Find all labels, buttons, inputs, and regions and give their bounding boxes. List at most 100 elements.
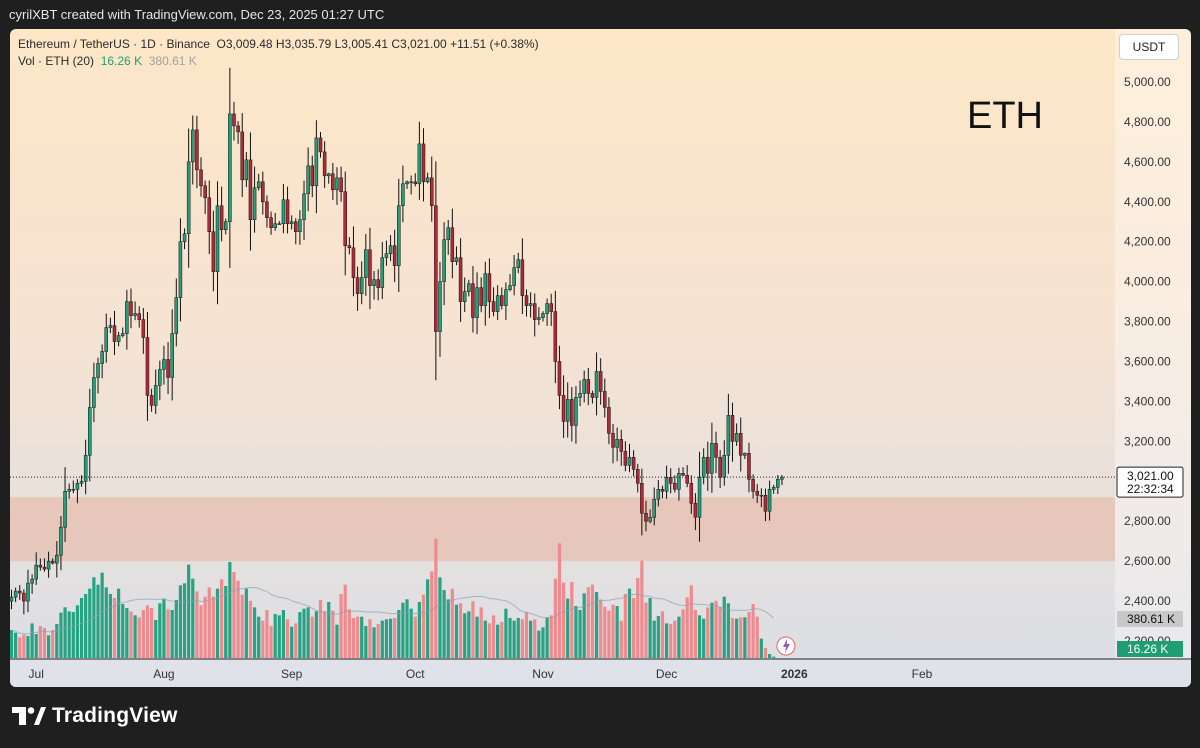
candle-body <box>355 277 360 294</box>
volume-bar <box>747 612 751 658</box>
volume-bar <box>475 616 479 658</box>
candle-body <box>252 187 257 221</box>
candle-body <box>79 481 84 484</box>
candle-body <box>743 453 747 456</box>
volume-bar <box>660 611 665 658</box>
chart-panel[interactable]: 2,200.002,400.002,600.002,800.003,000.00… <box>10 29 1191 687</box>
volume-bar <box>129 611 133 658</box>
candle-body <box>50 560 55 564</box>
candle-body <box>186 161 191 234</box>
candle-body <box>681 473 685 476</box>
volume-bar <box>67 611 71 658</box>
candle-body <box>590 393 595 398</box>
volume-bar <box>743 617 747 658</box>
tradingview-logo-text: TradingView <box>52 704 178 727</box>
volume-bar <box>516 618 520 658</box>
candle-body <box>133 313 137 316</box>
volume-bar <box>722 596 726 658</box>
volume-bar <box>454 604 459 658</box>
candle-body <box>512 267 516 286</box>
candle-body <box>673 483 677 490</box>
volume-bar <box>195 591 199 658</box>
volume-bar <box>248 600 253 658</box>
candle-body <box>368 249 372 286</box>
candle-body <box>17 590 22 594</box>
candle-body <box>751 479 755 492</box>
volume-bar <box>409 608 413 658</box>
volume-bar <box>158 603 162 658</box>
candle-body <box>153 385 158 406</box>
volume-bar <box>141 610 145 658</box>
volume-bar <box>434 538 438 658</box>
volume-bar <box>318 600 323 658</box>
candle-body <box>434 205 438 332</box>
candle-body <box>677 473 681 490</box>
volume-bar <box>145 605 150 658</box>
volume-bar <box>372 627 376 658</box>
volume-ma-line <box>11 586 775 635</box>
price-tick-label: 5,000.00 <box>1124 75 1171 89</box>
candle-body <box>462 291 467 302</box>
candle-body <box>425 177 430 183</box>
volume-bar <box>79 598 84 658</box>
candle-body <box>302 193 306 221</box>
price-chart[interactable]: 2,200.002,400.002,600.002,800.003,000.00… <box>10 29 1191 687</box>
candle-body <box>26 582 30 602</box>
volume-bar <box>603 606 607 658</box>
candle-body <box>166 359 170 378</box>
candle-body <box>487 273 492 302</box>
candle-body <box>182 233 187 242</box>
candle-body <box>364 249 368 278</box>
candle-body <box>631 457 636 470</box>
candle-body <box>306 165 310 195</box>
candle-body <box>203 185 207 199</box>
volume-bar <box>405 599 409 658</box>
candle-body <box>265 201 269 219</box>
volume-bar <box>397 610 401 658</box>
candle-body <box>335 177 339 191</box>
volume-bar <box>75 605 80 658</box>
volume-bar <box>314 611 318 658</box>
chart-annotation: ETH <box>967 95 1043 137</box>
candle-body <box>541 313 545 318</box>
candle-body <box>83 455 88 482</box>
volume-bar <box>718 606 722 658</box>
volume-bar <box>673 620 677 658</box>
volume-bar <box>541 627 545 658</box>
volume-bar <box>487 623 492 658</box>
volume-bar <box>207 587 211 658</box>
candle-body <box>500 295 504 306</box>
volume-bar <box>570 582 574 658</box>
candle-body <box>331 173 335 191</box>
candle-body <box>199 169 203 187</box>
candle-body <box>668 477 673 484</box>
volume-bar <box>26 636 30 658</box>
volume-bar <box>401 602 405 658</box>
candle-body <box>388 245 393 254</box>
volume-last-tag-label: 16.26 K <box>1127 642 1168 656</box>
candle-body <box>273 223 277 228</box>
volume-bar <box>520 619 524 658</box>
candle-body <box>310 165 315 187</box>
volume-ma-tag <box>1117 611 1183 627</box>
time-tick-label: Aug <box>153 667 174 681</box>
currency-button[interactable]: USDT <box>1119 34 1179 60</box>
tradingview-logo[interactable]: TradingView <box>12 704 178 728</box>
volume-bar <box>224 586 228 658</box>
volume-bar <box>331 610 335 658</box>
candle-body <box>734 433 739 442</box>
volume-bar <box>710 602 714 658</box>
volume-bar <box>335 624 339 658</box>
candle-body <box>570 399 574 426</box>
time-tick-label: Jul <box>29 667 44 681</box>
candle-body <box>42 566 47 570</box>
candle-body <box>289 221 294 224</box>
candle-body <box>170 333 174 378</box>
candle-body <box>88 407 92 456</box>
candle-body <box>693 502 698 518</box>
candle-body <box>228 113 232 222</box>
candle-body <box>763 495 768 512</box>
volume-bar <box>59 612 63 658</box>
candle-body <box>508 285 512 290</box>
candle-body <box>771 487 776 490</box>
